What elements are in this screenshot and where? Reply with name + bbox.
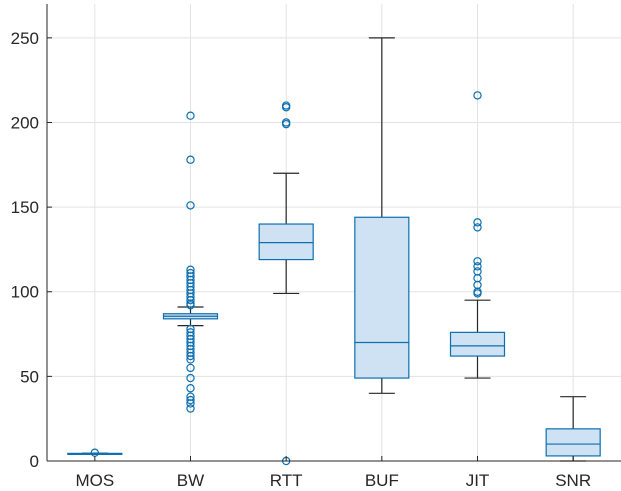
outlier-point-rtt	[281, 103, 291, 112]
box-jit	[449, 331, 506, 357]
outlier-point-bw	[186, 404, 195, 413]
x-tick-label-mos: MOS	[75, 471, 114, 490]
outlier-point-bw	[186, 155, 195, 164]
outlier-point-rtt	[281, 119, 291, 129]
outlier-point-bw	[186, 395, 195, 405]
y-tick-labels: 0 50 100 150 200 250	[11, 29, 52, 471]
y-tick-label: 150	[11, 198, 39, 217]
box-snr	[545, 428, 601, 457]
x-tick-label-snr: SNR	[555, 471, 591, 490]
outlier-point-bw	[186, 399, 195, 408]
y-tick-label: 0	[30, 452, 39, 471]
outlier-point-jit	[473, 289, 482, 298]
y-tick-label: 100	[11, 283, 39, 302]
outlier-point-bw	[186, 373, 195, 383]
grid-lines	[47, 4, 621, 461]
box-group-buf	[354, 37, 410, 394]
x-tick-label-rtt: RTT	[270, 471, 303, 490]
outlier-point-bw	[186, 296, 195, 305]
y-tick-label: 50	[20, 367, 39, 386]
x-tick-label-buf: BUF	[365, 471, 399, 490]
outlier-point-jit	[473, 257, 482, 266]
x-tick-label-jit: JIT	[466, 471, 490, 490]
box-rtt	[258, 223, 314, 261]
outlier-point-bw	[186, 201, 195, 210]
outlier-point-bw	[186, 111, 195, 120]
box-buf	[354, 216, 410, 379]
box-group-snr	[545, 396, 601, 462]
outlier-point-bw	[186, 355, 195, 364]
outlier-point-bw	[186, 363, 195, 373]
box-group-bw	[162, 111, 219, 413]
x-tick-labels: MOS BW RTT BUF JIT SNR	[75, 456, 591, 490]
outlier-point-jit	[473, 223, 482, 232]
box-group-mos	[67, 448, 123, 457]
boxes-layer	[67, 37, 601, 466]
outlier-point-bw	[186, 301, 195, 310]
y-tick-label: 250	[11, 29, 39, 48]
y-tick-label: 200	[11, 113, 39, 132]
box-group-jit	[449, 91, 506, 379]
x-tick-label-bw: BW	[177, 471, 204, 490]
outlier-point-bw	[186, 384, 195, 393]
outlier-point-jit	[473, 262, 482, 271]
outlier-point-jit	[473, 91, 482, 100]
axes	[46, 4, 621, 462]
outlier-point-jit	[473, 218, 482, 227]
outlier-point-bw	[186, 351, 195, 361]
